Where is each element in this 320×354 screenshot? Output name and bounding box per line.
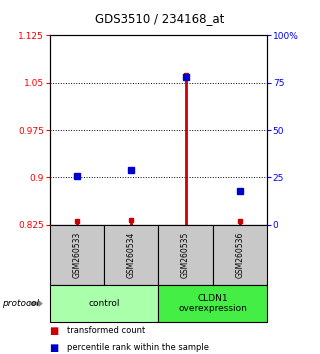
- Text: percentile rank within the sample: percentile rank within the sample: [67, 343, 209, 352]
- Text: GSM260535: GSM260535: [181, 232, 190, 278]
- Text: GDS3510 / 234168_at: GDS3510 / 234168_at: [95, 12, 225, 25]
- Text: GSM260533: GSM260533: [72, 232, 81, 278]
- Text: ■: ■: [50, 343, 59, 353]
- Text: GSM260534: GSM260534: [127, 232, 136, 278]
- Text: GSM260536: GSM260536: [236, 232, 244, 278]
- Text: control: control: [88, 299, 120, 308]
- Text: transformed count: transformed count: [67, 326, 146, 336]
- Text: ■: ■: [50, 326, 59, 336]
- Text: protocol: protocol: [2, 299, 39, 308]
- Text: CLDN1
overexpression: CLDN1 overexpression: [178, 294, 247, 313]
